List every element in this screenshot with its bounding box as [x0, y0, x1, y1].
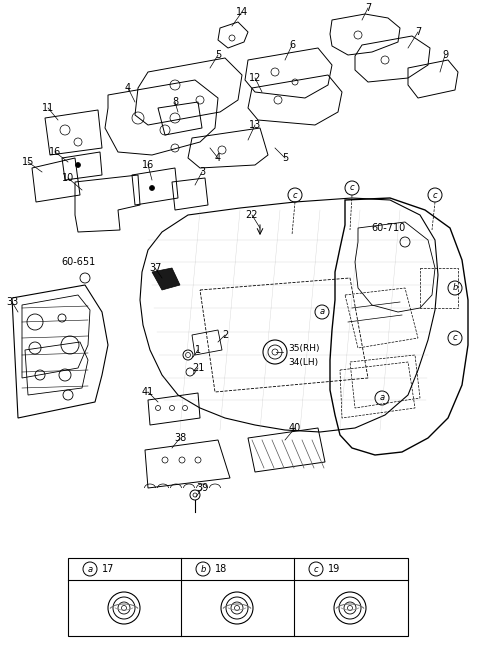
Text: 12: 12	[249, 73, 261, 83]
Text: 2: 2	[222, 330, 228, 340]
Text: 5: 5	[215, 50, 221, 60]
Text: 60-651: 60-651	[61, 257, 95, 267]
Text: 9: 9	[442, 50, 448, 60]
Text: 7: 7	[365, 3, 371, 13]
Text: 6: 6	[289, 40, 295, 50]
Text: a: a	[379, 394, 384, 403]
Text: 17: 17	[102, 564, 114, 574]
Text: 3: 3	[199, 167, 205, 177]
Text: 14: 14	[236, 7, 248, 17]
Text: 33: 33	[6, 297, 18, 307]
Text: c: c	[293, 190, 297, 199]
Text: 1: 1	[195, 345, 201, 355]
Text: 11: 11	[42, 103, 54, 113]
Circle shape	[149, 186, 155, 190]
Text: 13: 13	[249, 120, 261, 130]
Text: 35(RH): 35(RH)	[288, 344, 320, 352]
Text: c: c	[314, 565, 318, 573]
Text: 10: 10	[62, 173, 74, 183]
Text: a: a	[87, 565, 93, 573]
Text: 4: 4	[125, 83, 131, 93]
Text: c: c	[432, 190, 437, 199]
Bar	[68, 558, 408, 636]
Text: 22: 22	[246, 210, 258, 220]
Text: 18: 18	[215, 564, 227, 574]
Text: b: b	[200, 565, 206, 573]
Text: 19: 19	[328, 564, 340, 574]
Text: 16: 16	[49, 147, 61, 157]
Text: 15: 15	[22, 157, 34, 167]
Text: c: c	[350, 184, 354, 192]
Text: 8: 8	[172, 97, 178, 107]
Text: c: c	[453, 333, 457, 342]
Circle shape	[75, 163, 81, 167]
Text: 60-710: 60-710	[371, 223, 405, 233]
Text: 37: 37	[149, 263, 161, 273]
Text: 21: 21	[192, 363, 204, 373]
Text: 41: 41	[142, 387, 154, 397]
Text: a: a	[319, 308, 324, 316]
Text: 16: 16	[142, 160, 154, 170]
Text: 39: 39	[196, 483, 208, 493]
Text: 5: 5	[282, 153, 288, 163]
Text: 7: 7	[415, 27, 421, 37]
Text: 34(LH): 34(LH)	[288, 358, 318, 367]
Text: b: b	[452, 283, 458, 293]
Text: 38: 38	[174, 433, 186, 443]
Polygon shape	[152, 268, 180, 290]
Text: 4: 4	[215, 153, 221, 163]
Text: 40: 40	[289, 423, 301, 433]
